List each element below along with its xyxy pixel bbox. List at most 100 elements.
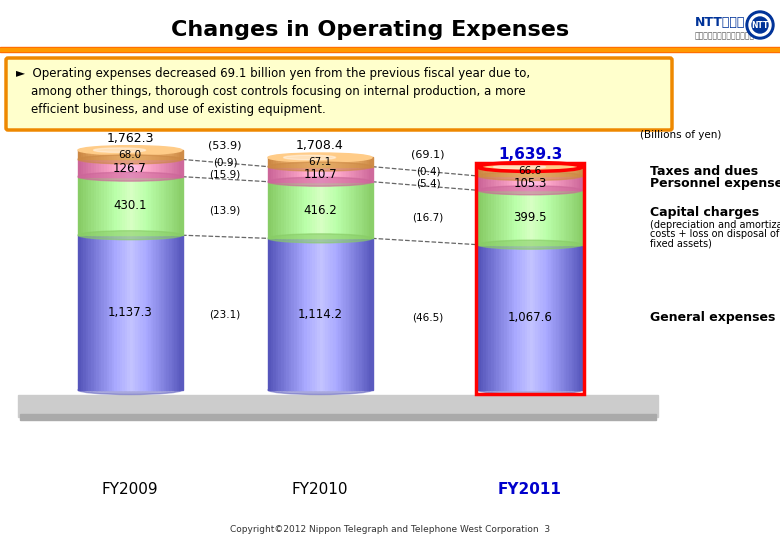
Bar (558, 167, 562, 176)
Bar (333, 158, 336, 167)
Bar (349, 181, 352, 238)
Bar (148, 159, 151, 177)
Bar (130, 150, 133, 159)
Bar (166, 177, 169, 235)
Text: 430.1: 430.1 (113, 199, 147, 212)
Bar (310, 238, 313, 390)
Bar (300, 181, 303, 238)
Bar (517, 167, 520, 176)
Bar (80, 235, 83, 390)
Bar (154, 159, 157, 177)
Ellipse shape (284, 155, 335, 160)
FancyBboxPatch shape (6, 58, 672, 130)
Text: 105.3: 105.3 (513, 177, 547, 190)
Bar (553, 190, 556, 245)
Bar (83, 177, 87, 235)
Bar (158, 235, 161, 390)
Bar (323, 238, 326, 390)
Bar (18, 395, 658, 417)
Text: と、ひろがる。ひびきあう。: と、ひろがる。ひびきあう。 (695, 31, 755, 40)
Text: FY2009: FY2009 (101, 483, 158, 497)
Text: fixed assets): fixed assets) (650, 239, 712, 248)
Bar (478, 190, 481, 245)
Text: 1,708.4: 1,708.4 (296, 139, 344, 152)
Bar (268, 167, 271, 181)
Bar (346, 181, 349, 238)
Bar (174, 150, 177, 159)
Bar (509, 176, 512, 190)
Bar (325, 167, 328, 181)
Bar (566, 190, 569, 245)
Bar (335, 167, 339, 181)
Text: ►  Operating expenses decreased 69.1 billion yen from the previous fiscal year d: ► Operating expenses decreased 69.1 bill… (16, 68, 530, 80)
Bar (271, 238, 274, 390)
Bar (161, 235, 165, 390)
Bar (302, 167, 305, 181)
Bar (488, 245, 491, 390)
Bar (151, 150, 154, 159)
Bar (268, 238, 271, 390)
Bar (119, 150, 122, 159)
Bar (148, 150, 151, 159)
Bar (304, 181, 307, 238)
Bar (172, 177, 175, 235)
Bar (296, 181, 300, 238)
Bar (161, 177, 165, 235)
Bar (101, 150, 105, 159)
Bar (302, 158, 305, 167)
Bar (278, 158, 282, 167)
Bar (125, 177, 128, 235)
Bar (561, 190, 564, 245)
Text: Changes in Operating Expenses: Changes in Operating Expenses (171, 20, 569, 40)
Bar (498, 190, 502, 245)
Bar (488, 176, 491, 190)
Bar (78, 235, 81, 390)
Bar (351, 158, 354, 167)
Bar (517, 190, 520, 245)
Bar (335, 181, 339, 238)
Bar (117, 150, 120, 159)
Bar (94, 177, 97, 235)
Ellipse shape (268, 234, 372, 243)
Bar (177, 177, 180, 235)
Ellipse shape (478, 240, 582, 249)
Text: Copyright©2012 Nippon Telegraph and Telephone West Corporation  3: Copyright©2012 Nippon Telegraph and Tele… (230, 525, 550, 535)
Bar (169, 177, 172, 235)
Bar (289, 181, 292, 238)
Bar (351, 167, 354, 181)
Bar (166, 150, 169, 159)
Bar (349, 167, 352, 181)
Bar (512, 176, 515, 190)
Bar (564, 167, 567, 176)
Bar (354, 158, 357, 167)
Bar (177, 150, 180, 159)
Bar (104, 235, 107, 390)
Text: (16.7): (16.7) (413, 213, 444, 222)
Bar (533, 167, 536, 176)
Ellipse shape (78, 386, 182, 395)
Bar (328, 158, 331, 167)
Bar (80, 159, 83, 177)
Bar (78, 150, 81, 159)
Bar (94, 150, 97, 159)
Bar (502, 190, 505, 245)
Bar (94, 159, 97, 177)
Bar (148, 177, 151, 235)
Bar (566, 167, 569, 176)
Bar (83, 235, 87, 390)
Bar (483, 190, 486, 245)
Bar (514, 190, 517, 245)
Bar (125, 150, 128, 159)
Text: costs + loss on disposal of: costs + loss on disposal of (650, 230, 779, 240)
Bar (558, 176, 562, 190)
Bar (135, 159, 138, 177)
Bar (553, 167, 556, 176)
Bar (514, 167, 517, 176)
Bar (491, 176, 494, 190)
Bar (537, 176, 541, 190)
Bar (179, 159, 183, 177)
Bar (556, 176, 559, 190)
Bar (339, 181, 342, 238)
Bar (576, 190, 580, 245)
Bar (151, 235, 154, 390)
